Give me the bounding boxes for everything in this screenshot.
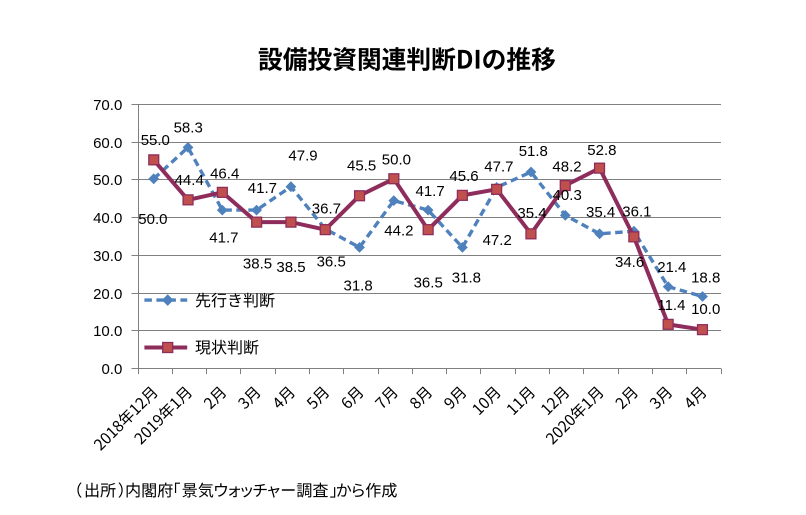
svg-text:50.0: 50.0 xyxy=(93,172,122,189)
svg-text:50.0: 50.0 xyxy=(138,211,167,228)
svg-text:21.4: 21.4 xyxy=(657,259,686,276)
svg-text:36.7: 36.7 xyxy=(312,200,341,217)
svg-text:31.8: 31.8 xyxy=(343,278,372,295)
svg-text:31.8: 31.8 xyxy=(452,269,481,286)
svg-text:48.2: 48.2 xyxy=(552,158,581,175)
svg-text:0.0: 0.0 xyxy=(101,361,122,378)
svg-text:52.8: 52.8 xyxy=(587,142,616,159)
svg-text:10.0: 10.0 xyxy=(691,301,720,318)
svg-text:44.4: 44.4 xyxy=(175,172,204,189)
svg-text:40.3: 40.3 xyxy=(553,187,582,204)
svg-text:38.5: 38.5 xyxy=(276,259,305,276)
svg-text:50.0: 50.0 xyxy=(382,152,411,169)
svg-text:44.2: 44.2 xyxy=(384,223,413,240)
svg-text:30.0: 30.0 xyxy=(93,248,122,265)
svg-text:60.0: 60.0 xyxy=(93,135,122,152)
svg-text:55.0: 55.0 xyxy=(141,132,170,149)
svg-text:20.0: 20.0 xyxy=(93,286,122,303)
svg-text:41.7: 41.7 xyxy=(415,183,444,200)
svg-text:35.4: 35.4 xyxy=(517,205,546,222)
svg-text:11.4: 11.4 xyxy=(657,297,685,314)
svg-text:35.4: 35.4 xyxy=(586,204,615,221)
svg-text:10.0: 10.0 xyxy=(93,323,122,340)
svg-text:34.6: 34.6 xyxy=(615,254,644,271)
svg-text:58.3: 58.3 xyxy=(174,119,203,136)
svg-text:36.5: 36.5 xyxy=(414,274,443,291)
svg-text:45.5: 45.5 xyxy=(347,157,376,174)
svg-text:46.4: 46.4 xyxy=(210,165,239,182)
svg-text:47.9: 47.9 xyxy=(288,148,317,165)
svg-text:47.7: 47.7 xyxy=(484,158,513,175)
svg-text:36.1: 36.1 xyxy=(622,204,651,221)
svg-text:41.7: 41.7 xyxy=(209,229,238,246)
svg-text:36.5: 36.5 xyxy=(317,254,346,271)
svg-text:40.0: 40.0 xyxy=(93,210,122,227)
svg-text:38.5: 38.5 xyxy=(243,256,272,273)
svg-text:18.8: 18.8 xyxy=(691,269,720,286)
svg-text:47.2: 47.2 xyxy=(483,232,512,249)
svg-text:45.6: 45.6 xyxy=(449,168,478,185)
svg-text:70.0: 70.0 xyxy=(93,97,122,114)
svg-text:51.8: 51.8 xyxy=(519,143,548,160)
svg-text:41.7: 41.7 xyxy=(248,180,277,197)
